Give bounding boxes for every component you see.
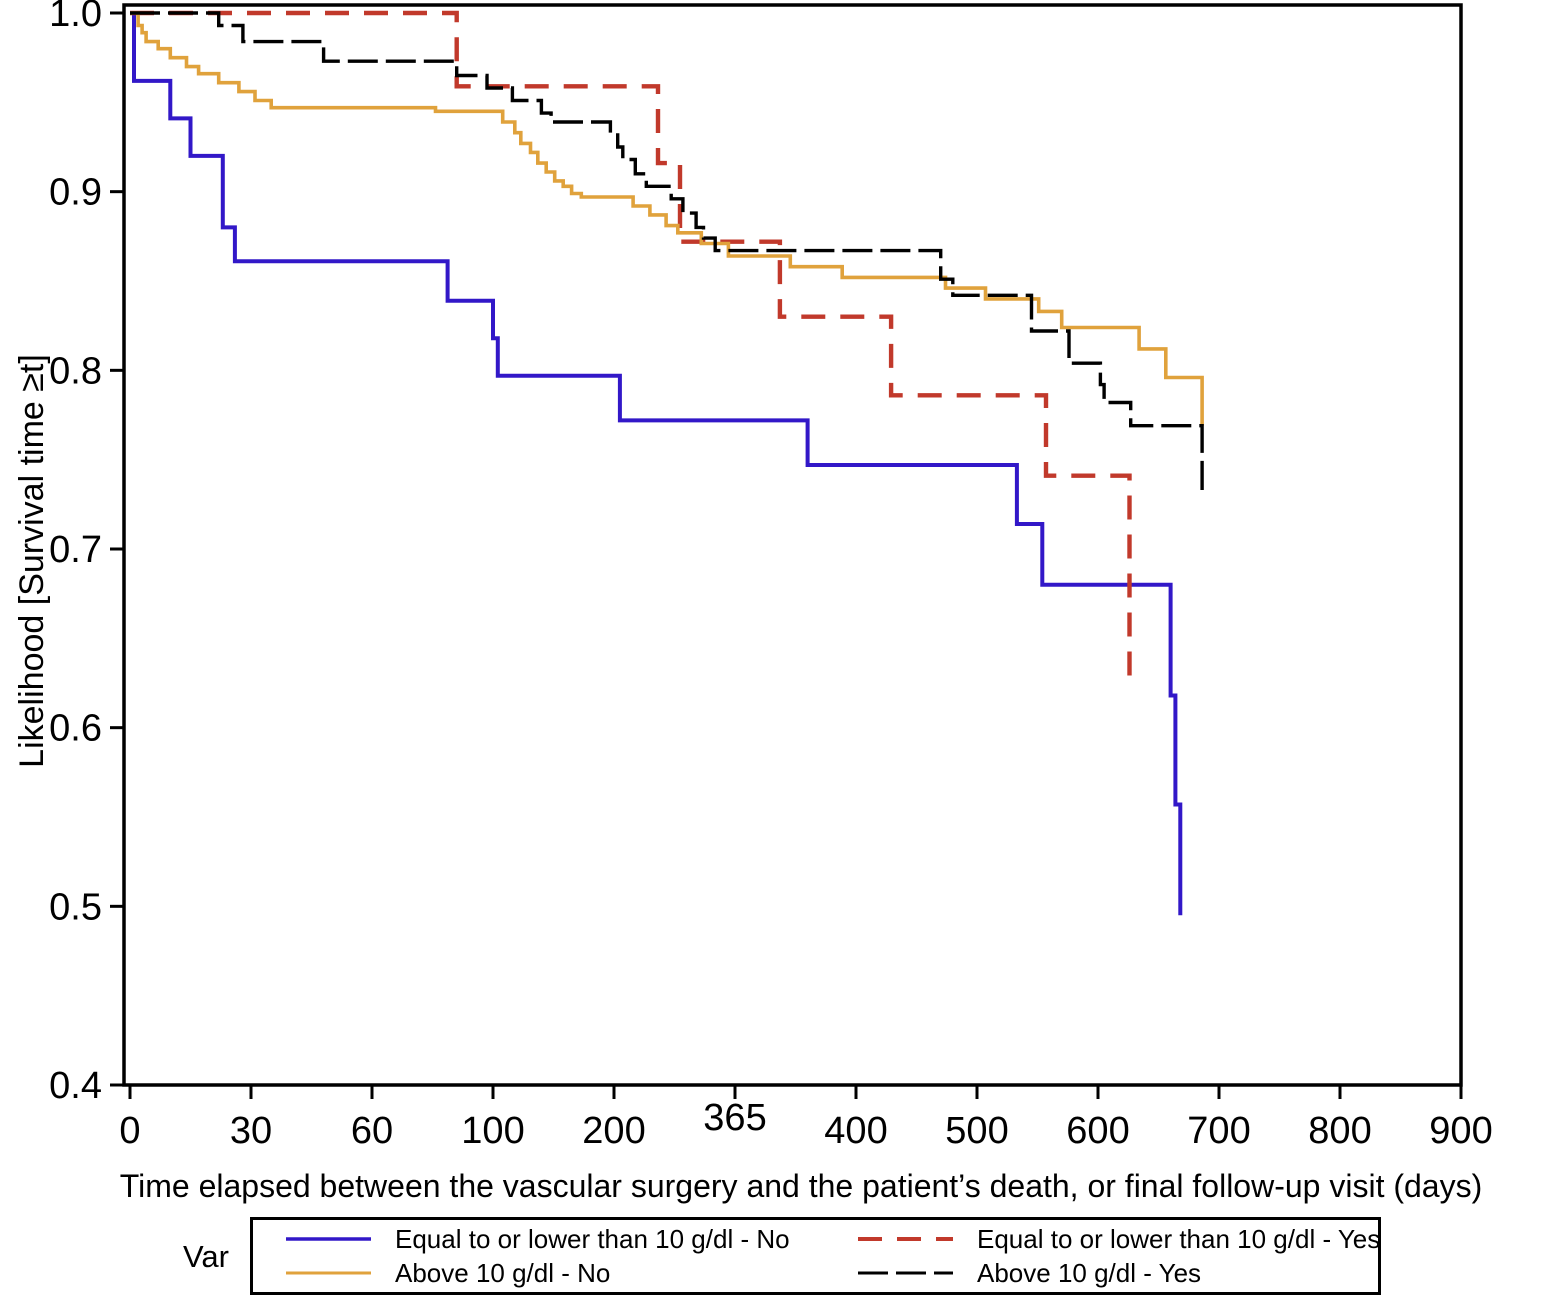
y-tick-label-0.9: 0.9 bbox=[49, 172, 102, 214]
x-tick-label-400: 400 bbox=[824, 1110, 887, 1152]
x-tick-label-800: 800 bbox=[1308, 1110, 1371, 1152]
x-tick-label-500: 500 bbox=[945, 1110, 1008, 1152]
y-tick-label-0.6: 0.6 bbox=[49, 708, 102, 750]
y-axis-ticks: 1.0 0.9 0.8 0.7 0.6 0.5 0.4 bbox=[49, 0, 124, 1107]
x-axis-ticks: 0 30 60 100 200 365 400 500 600 700 800 900 bbox=[119, 1085, 1493, 1152]
survival-curves bbox=[130, 10, 1204, 916]
x-tick-label-100: 100 bbox=[461, 1110, 524, 1152]
y-tick-label-0.7: 0.7 bbox=[49, 529, 102, 571]
x-tick-label-600: 600 bbox=[1066, 1110, 1129, 1152]
plot-frame bbox=[122, 3, 1463, 1087]
legend-item-above-no: Above 10 g/dl - No bbox=[286, 1258, 858, 1289]
legend-item-above-yes: Above 10 g/dl - Yes bbox=[858, 1258, 1380, 1289]
plot-canvas: 1.0 0.9 0.8 0.7 0.6 0.5 0.4 0 30 60 100 200 365 400 5… bbox=[49, 0, 1493, 1152]
plot-border bbox=[122, 3, 1463, 1087]
legend-item-equal-or-lower-yes: Equal to or lower than 10 g/dl - Yes bbox=[858, 1224, 1380, 1255]
legend-item-equal-or-lower-no: Equal to or lower than 10 g/dl - No bbox=[286, 1224, 858, 1255]
x-tick-label-60: 60 bbox=[351, 1110, 393, 1152]
legend-swatch-line bbox=[858, 1271, 953, 1275]
x-axis-title: Time elapsed between the vascular surger… bbox=[119, 1168, 1483, 1204]
x-tick-label-365: 365 bbox=[703, 1097, 766, 1139]
series-line-0 bbox=[130, 11, 1183, 916]
legend-swatch-line bbox=[286, 1237, 371, 1241]
y-axis-title: Likelihood [Survival time ≥t] bbox=[13, 354, 51, 768]
legend-swatch-line bbox=[286, 1271, 371, 1275]
legend-label: Above 10 g/dl - No bbox=[395, 1257, 611, 1288]
legend-swatch-line bbox=[858, 1237, 953, 1241]
x-tick-label-700: 700 bbox=[1187, 1110, 1250, 1152]
series-line-2 bbox=[130, 11, 1204, 426]
legend-label: Above 10 g/dl - Yes bbox=[977, 1257, 1202, 1288]
x-tick-label-900: 900 bbox=[1429, 1110, 1492, 1152]
series-line-1 bbox=[130, 10, 1132, 683]
series-line-3 bbox=[130, 11, 1204, 490]
x-tick-label-0: 0 bbox=[119, 1110, 140, 1152]
x-tick-label-200: 200 bbox=[582, 1110, 645, 1152]
legend-label: Equal to or lower than 10 g/dl - Yes bbox=[977, 1223, 1381, 1254]
y-tick-label-0.8: 0.8 bbox=[49, 350, 102, 392]
legend-box: Equal to or lower than 10 g/dl - No Equa… bbox=[250, 1217, 1381, 1295]
y-tick-label-0.5: 0.5 bbox=[49, 886, 102, 928]
x-tick-label-30: 30 bbox=[230, 1110, 272, 1152]
y-tick-label-1.0: 1.0 bbox=[49, 0, 102, 35]
legend-label: Equal to or lower than 10 g/dl - No bbox=[395, 1223, 790, 1254]
y-tick-label-0.4: 0.4 bbox=[49, 1065, 102, 1107]
legend-title: Var bbox=[183, 1239, 229, 1274]
